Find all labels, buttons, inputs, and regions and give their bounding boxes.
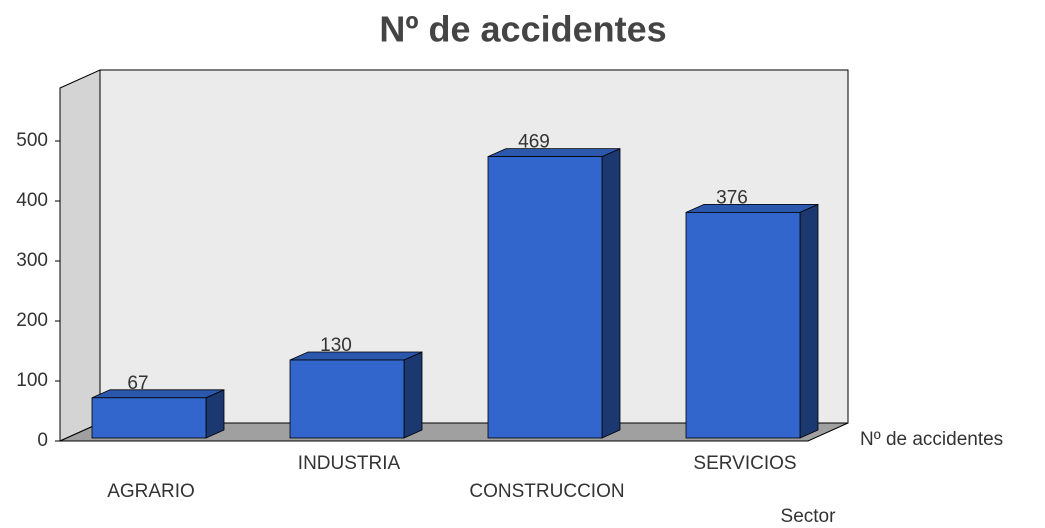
x-tick-label: INDUSTRIA bbox=[298, 453, 401, 474]
chart-title: Nº de accidentes bbox=[379, 9, 666, 50]
legend-label: Nº de accidentes bbox=[860, 429, 1003, 450]
value-label: 376 bbox=[716, 187, 748, 208]
bar-side bbox=[799, 203, 819, 439]
value-label: 67 bbox=[127, 373, 148, 394]
bar bbox=[289, 359, 405, 439]
bar bbox=[487, 156, 603, 439]
bar-top bbox=[487, 148, 621, 158]
x-tick-label: AGRARIO bbox=[107, 481, 195, 502]
bar-side bbox=[601, 147, 621, 439]
y-tick-label: 300 bbox=[16, 250, 48, 271]
bar-top bbox=[685, 203, 819, 213]
floor bbox=[59, 422, 849, 442]
bar bbox=[685, 211, 801, 439]
value-label: 130 bbox=[320, 335, 352, 356]
bar-top bbox=[289, 351, 423, 361]
bar-side bbox=[403, 351, 423, 439]
bar bbox=[91, 397, 207, 439]
value-label: 469 bbox=[518, 132, 550, 153]
x-axis-label: Sector bbox=[781, 506, 837, 527]
x-tick-label: SERVICIOS bbox=[693, 453, 796, 474]
side-wall bbox=[59, 69, 101, 442]
y-tick-label: 400 bbox=[16, 190, 48, 211]
y-tick-label: 100 bbox=[16, 370, 48, 391]
bar-top bbox=[91, 389, 225, 399]
x-tick-label: CONSTRUCCION bbox=[469, 481, 624, 502]
y-tick-label: 200 bbox=[16, 310, 48, 331]
y-tick-label: 500 bbox=[16, 130, 48, 151]
y-tick-label: 0 bbox=[37, 430, 48, 451]
